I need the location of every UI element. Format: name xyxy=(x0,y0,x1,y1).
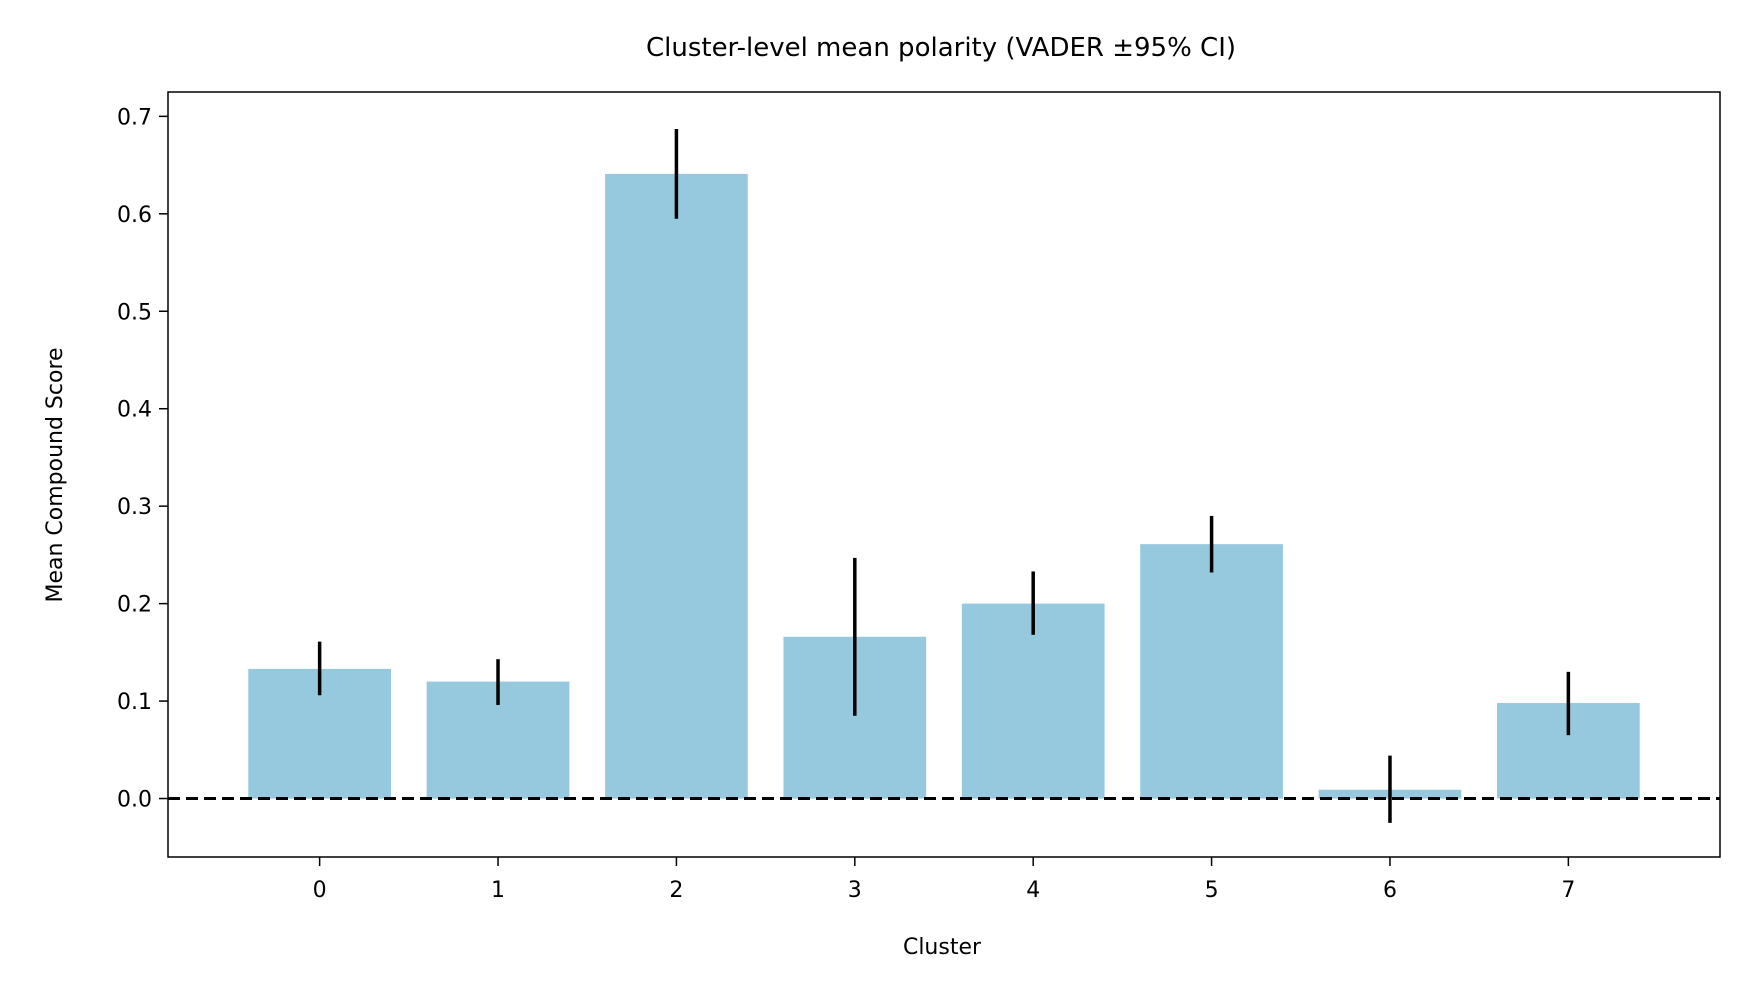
y-tick-label: 0.7 xyxy=(117,105,152,130)
bar-cluster-4 xyxy=(961,603,1105,799)
x-tick-label: 1 xyxy=(491,878,505,903)
x-tick-label: 3 xyxy=(848,878,862,903)
x-tick-label: 7 xyxy=(1561,878,1575,903)
y-tick-label: 0.1 xyxy=(117,690,152,715)
y-tick-label: 0.6 xyxy=(117,203,152,228)
chart-title: Cluster-level mean polarity (VADER ±95% … xyxy=(646,33,1236,63)
x-tick-label: 2 xyxy=(669,878,683,903)
x-tick-label: 0 xyxy=(313,878,327,903)
y-tick-label: 0.0 xyxy=(117,788,152,813)
plot-frame xyxy=(167,91,1721,858)
y-axis-label: Mean Compound Score xyxy=(43,347,68,602)
bar-cluster-5 xyxy=(1140,544,1283,799)
y-tick-label: 0.4 xyxy=(117,398,152,423)
y-tick-label: 0.2 xyxy=(117,593,152,618)
y-tick-label: 0.3 xyxy=(117,495,152,520)
x-axis-label: Cluster xyxy=(903,935,982,960)
plot-area: 0 1 2 3 4 5 6 7 0.0 0.1 0.2 0.3 0.4 0.5 0.6 0.7 xyxy=(117,105,1720,903)
x-tick-label: 4 xyxy=(1026,878,1040,903)
y-tick-label: 0.5 xyxy=(117,300,152,325)
x-tick-label: 6 xyxy=(1383,878,1397,903)
x-tick-label: 5 xyxy=(1205,878,1219,903)
bar-cluster-2 xyxy=(605,173,748,799)
